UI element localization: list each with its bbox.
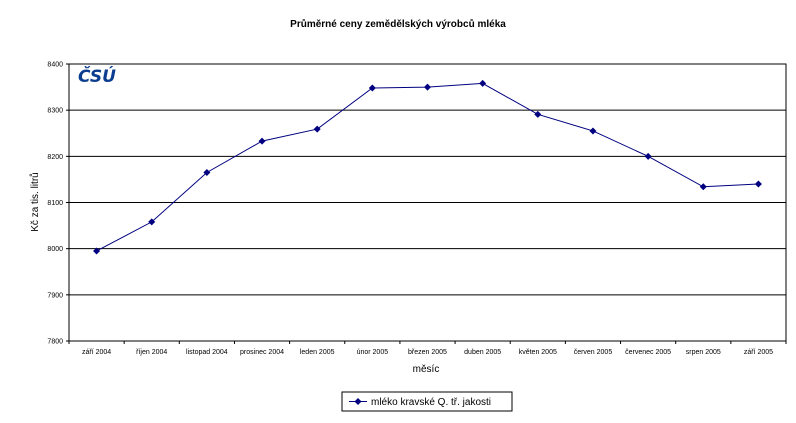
series-layer: [93, 79, 762, 255]
x-tick-label: srpen 2005: [686, 349, 721, 356]
data-point: [313, 125, 321, 133]
data-point: [93, 247, 101, 255]
data-point: [148, 218, 156, 226]
x-tick-label: červen 2005: [574, 349, 613, 356]
x-tick-label: září 2004: [82, 349, 111, 356]
x-tick-label: září 2005: [744, 349, 773, 356]
legend: mléko kravské Q. tř. jakosti: [341, 391, 513, 412]
x-tick-label: květen 2005: [519, 349, 557, 356]
data-point: [534, 110, 542, 118]
y-tick-label: 8100: [47, 200, 63, 207]
grid-lines: [69, 109, 786, 296]
data-point: [754, 180, 762, 188]
x-tick-label: duben 2005: [464, 349, 501, 356]
data-point: [479, 79, 487, 87]
legend-marker: [354, 398, 362, 405]
y-tick-label: 7800: [47, 339, 63, 346]
logo-text: ČSÚ: [78, 65, 116, 87]
y-tick-label: 8400: [47, 62, 63, 69]
x-tick-label: únor 2005: [357, 349, 389, 356]
x-axis-ticks: září 2004 říjen 2004 listopad 2004 prosinec…: [68, 341, 787, 356]
y-tick-label: 7900: [47, 292, 63, 299]
data-point: [699, 183, 707, 191]
y-tick-label: 8000: [47, 246, 63, 253]
x-tick-label: červenec 2005: [625, 349, 671, 356]
chart-title: Průměrné ceny zemědělských výrobců mléka: [290, 18, 506, 30]
data-point: [644, 152, 652, 160]
data-point: [203, 168, 211, 176]
y-axis-ticks: 7800 7900 8000 8100 8200 8300 8400: [47, 62, 69, 346]
x-axis-label: měsíc: [413, 364, 440, 375]
x-tick-label: prosinec 2004: [240, 349, 284, 356]
legend-label: mléko kravské Q. tř. jakosti: [371, 397, 491, 408]
x-tick-label: březen 2005: [408, 349, 447, 356]
data-point: [589, 127, 597, 135]
legend-box: [341, 391, 513, 412]
x-tick-label: říjen 2004: [136, 349, 167, 356]
data-point: [424, 83, 431, 91]
x-tick-label: leden 2005: [300, 349, 335, 356]
x-tick-label: listopad 2004: [186, 349, 228, 356]
data-point: [258, 137, 266, 145]
logo: ČSÚ: [78, 65, 116, 87]
y-tick-label: 8200: [47, 154, 63, 161]
y-axis-label: Kč za tis. litrů: [29, 172, 41, 231]
data-point: [368, 84, 376, 92]
y-tick-label: 8300: [47, 108, 63, 115]
